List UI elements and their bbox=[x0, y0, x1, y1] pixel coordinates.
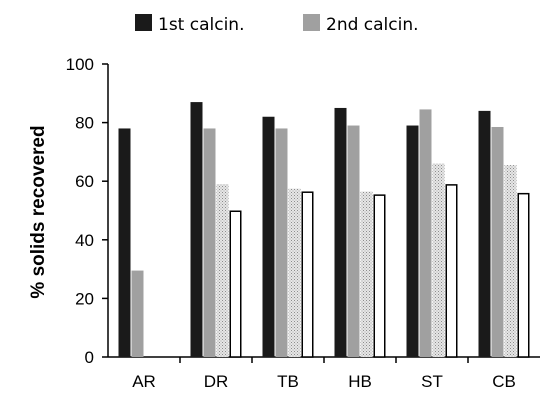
bar-dr-series-4 bbox=[229, 210, 242, 358]
bar-hb-series-1 bbox=[334, 107, 347, 357]
bar-cb-series-4 bbox=[517, 192, 530, 358]
y-tick-label: 0 bbox=[85, 348, 94, 367]
legend: 1st calcin. 2nd calcin. bbox=[135, 14, 419, 35]
axes bbox=[107, 64, 540, 358]
bar-hb-series-3 bbox=[360, 191, 373, 357]
bar-ar-series-1 bbox=[118, 128, 131, 357]
legend-label-1st-calcin: 1st calcin. bbox=[158, 15, 244, 35]
x-tick-label: ST bbox=[421, 372, 443, 391]
bar-tb-series-2 bbox=[275, 128, 288, 357]
bar-st-series-4 bbox=[445, 184, 458, 358]
legend-label-2nd-calcin: 2nd calcin. bbox=[326, 15, 419, 35]
bar-tb-series-4 bbox=[301, 191, 314, 358]
bar-cb-series-2 bbox=[491, 126, 504, 358]
y-tick-label: 100 bbox=[66, 55, 94, 74]
y-axis-title: % solids recovered bbox=[28, 125, 49, 298]
bar-hb-series-4 bbox=[373, 194, 386, 358]
legend-swatch-2nd-calcin bbox=[303, 14, 320, 31]
bar-st-series-2 bbox=[419, 109, 432, 357]
y-tick-label: 20 bbox=[75, 289, 94, 308]
bar-dr-series-2 bbox=[203, 128, 216, 357]
bar-dr-series-1 bbox=[190, 102, 203, 357]
bar-cb-series-1 bbox=[478, 110, 491, 357]
bar-cb-series-3 bbox=[504, 165, 517, 357]
y-tick-label: 80 bbox=[75, 114, 94, 133]
x-tick-label: CB bbox=[492, 372, 516, 391]
x-tick-label: AR bbox=[132, 372, 156, 391]
x-tick-label: HB bbox=[348, 372, 372, 391]
bar-tb-series-1 bbox=[262, 116, 275, 358]
bar-hb-series-2 bbox=[347, 125, 360, 357]
x-tick-label: DR bbox=[204, 372, 229, 391]
bars bbox=[118, 102, 530, 358]
bar-tb-series-3 bbox=[288, 188, 301, 357]
bar-st-series-3 bbox=[432, 163, 445, 357]
y-tick-label: 60 bbox=[75, 172, 94, 191]
ticks: 0 20 40 60 80 100 AR DR TB HB ST CB bbox=[66, 55, 516, 391]
y-tick-label: 40 bbox=[75, 231, 94, 250]
legend-swatch-1st-calcin bbox=[135, 14, 152, 31]
bar-ar-series-2 bbox=[131, 270, 144, 357]
bar-st-series-1 bbox=[406, 125, 419, 357]
x-tick-label: TB bbox=[277, 372, 299, 391]
bar-dr-series-3 bbox=[216, 184, 229, 357]
